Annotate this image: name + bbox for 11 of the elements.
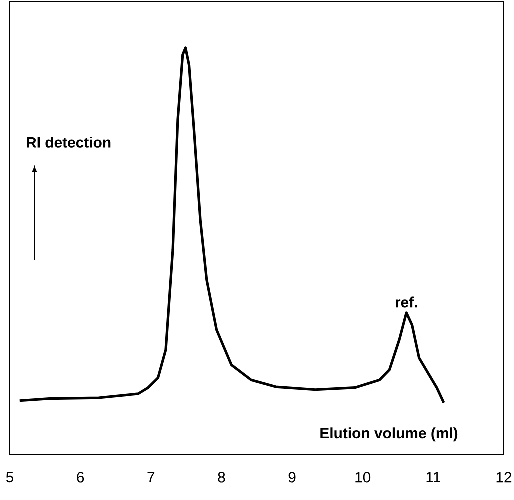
- x-tick-label: 7: [148, 472, 155, 482]
- x-tick-label: 8: [218, 472, 226, 483]
- x-tick-label: 5: [6, 472, 14, 483]
- y-axis-title: RI detection: [27, 136, 111, 148]
- x-tick-label: 12: [496, 472, 512, 483]
- x-axis-title: Elution volume (ml): [320, 428, 458, 442]
- annotation: ref.: [396, 296, 418, 308]
- x-tick-label: 10: [356, 472, 371, 483]
- x-tick-label: 6: [77, 472, 84, 483]
- x-tick-label: 11: [426, 472, 440, 482]
- x-tick-label: 9: [288, 472, 296, 483]
